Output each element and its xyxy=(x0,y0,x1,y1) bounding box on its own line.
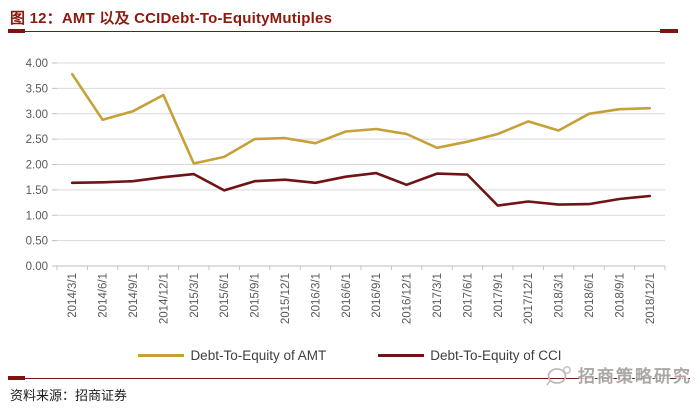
title-rule xyxy=(8,29,678,33)
x-tick-label: 2017/6/1 xyxy=(462,273,474,318)
legend-label-cci: Debt-To-Equity of CCI xyxy=(430,348,562,363)
x-tick-label: 2018/12/1 xyxy=(645,273,657,324)
x-tick-label: 2018/6/1 xyxy=(584,273,596,318)
y-tick-label: 3.00 xyxy=(26,109,48,121)
series-line-cci[interactable] xyxy=(70,171,652,207)
x-tick-label: 2016/3/1 xyxy=(310,273,322,318)
axis-labels: 0.00 0.50 1.00 1.50 2.00 2.50 3.00 3.50 4.00 2014… xyxy=(26,58,657,324)
x-tick-label: 2016/6/1 xyxy=(341,273,353,318)
legend-item-amt[interactable]: Debt-To-Equity of AMT xyxy=(138,348,326,363)
watermark-logo-icon xyxy=(546,365,571,385)
footer-rule xyxy=(8,376,690,380)
y-tick-label: 4.00 xyxy=(26,58,48,70)
x-tick-label: 2017/3/1 xyxy=(432,273,444,318)
legend-label-amt: Debt-To-Equity of AMT xyxy=(190,348,327,363)
x-tick-label: 2015/3/1 xyxy=(189,273,201,318)
y-tick-label: 0.00 xyxy=(26,261,48,273)
x-tick-label: 2014/9/1 xyxy=(128,273,140,318)
series-line-amt[interactable] xyxy=(70,72,652,165)
x-tick-label: 2017/12/1 xyxy=(523,273,535,324)
watermark-text: 招商策略研究 xyxy=(578,367,692,386)
footer-rule-left-cap xyxy=(8,376,25,380)
y-tick-label: 1.50 xyxy=(26,185,48,197)
x-tick-label: 2014/6/1 xyxy=(98,273,110,318)
x-tick-label: 2017/9/1 xyxy=(493,273,505,318)
gridlines xyxy=(52,62,666,270)
x-tick-label: 2015/12/1 xyxy=(280,273,292,324)
cci-line-swatch xyxy=(378,354,425,357)
y-tick-label: 2.50 xyxy=(26,134,48,146)
source-note: 资料来源：招商证券 xyxy=(10,388,128,403)
x-tick-label: 2015/6/1 xyxy=(219,273,231,318)
x-tick-label: 2018/9/1 xyxy=(614,273,626,318)
title-rule-right-cap xyxy=(660,29,678,33)
amt-line-swatch xyxy=(138,354,185,357)
y-tick-label: 0.50 xyxy=(26,236,48,248)
x-tick-label: 2014/3/1 xyxy=(67,273,79,318)
y-tick-label: 2.00 xyxy=(26,160,48,172)
x-tick-label: 2015/9/1 xyxy=(250,273,262,318)
x-tick-label: 2018/3/1 xyxy=(554,273,566,318)
x-tick-label: 2014/12/1 xyxy=(158,273,170,324)
x-tick-label: 2016/12/1 xyxy=(402,273,414,324)
figure-title: 图 12：AMT 以及 CCIDebt-To-EquityMutiples xyxy=(10,10,333,27)
y-tick-label: 3.50 xyxy=(26,83,48,95)
watermark: 招商策略研究 xyxy=(546,362,692,387)
chart-legend: Debt-To-Equity of AMT Debt-To-Equity of … xyxy=(0,348,700,363)
x-tick-label: 2016/9/1 xyxy=(371,273,383,318)
y-tick-label: 1.00 xyxy=(26,210,48,222)
line-chart: 0.00 0.50 1.00 1.50 2.00 2.50 3.00 3.50 4.00 2014… xyxy=(26,58,666,324)
title-rule-left-cap xyxy=(8,29,25,33)
legend-item-cci[interactable]: Debt-To-Equity of CCI xyxy=(378,348,562,363)
